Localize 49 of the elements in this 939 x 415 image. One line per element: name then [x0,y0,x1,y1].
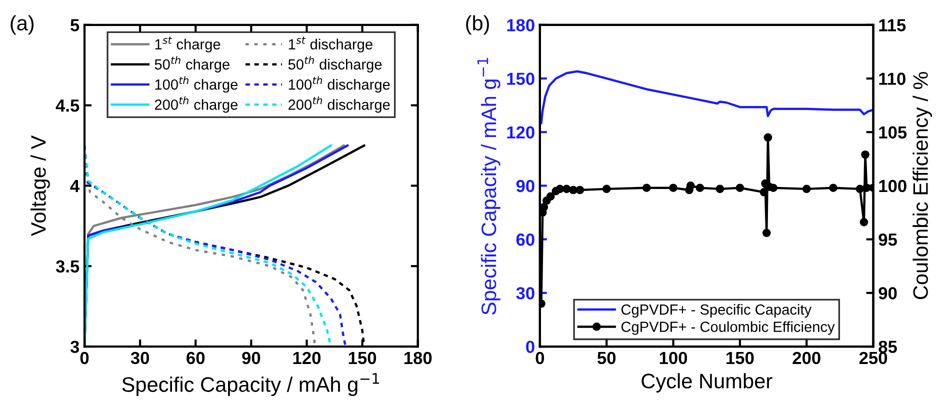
y-tick-label: 120 [507,126,534,139]
x-tick-label: 50 [597,352,616,364]
x-tick-label: 180 [404,352,432,364]
y-tick-label: 3 [70,340,80,354]
x-axis-title: Specific Capacity / mAh g$^{−1}$ [122,373,380,396]
legend-label: 1$^{st}$ discharge [288,36,372,52]
legend-label: 50$^{th}$ charge [154,56,230,72]
y-axis-title: Voltage / V [30,135,50,236]
x-tick-label: 250 [859,352,888,364]
y2-axis-title: Coulombic Efficiency / % [912,72,932,300]
x-tick-label: 30 [130,352,150,364]
y-tick-label: 90 [516,180,534,192]
y-axis-title: Specific Capacity / mAh g$^{−1}$ [477,58,500,315]
y2-tick-label: 115 [879,19,906,32]
x-tick-label: 60 [186,352,205,364]
x-tick-label: 0 [536,352,544,364]
legend-label: 100$^{th}$ discharge [288,76,390,93]
y2-tick-label: 110 [879,72,906,85]
y-tick-label: 4 [70,180,80,192]
legend-label: 50$^{th}$ discharge [288,56,382,72]
text: (b) [466,15,489,35]
y-tick-label: 4.5 [56,100,80,112]
y2-tick-label: 105 [879,126,907,139]
x-axis-title: Cycle Number [642,373,772,393]
x-tick-label: 200 [792,352,820,364]
x-tick-label: 100 [660,352,688,364]
legend-label: 200$^{th}$ charge [154,96,238,113]
y-tick-label: 180 [507,19,534,32]
legend-label: 200$^{th}$ discharge [288,96,390,113]
x-tick-label: 150 [348,352,376,364]
legend-label: 1$^{st}$ charge [155,36,220,52]
y-tick-label: 60 [516,233,534,246]
y-tick-label: 30 [516,287,534,300]
legend-label: 100$^{th}$ charge [155,76,238,93]
y-tick-label: 0 [526,340,534,353]
y-tick-label: 3.5 [56,260,80,273]
x-tick-label: 90 [242,352,260,364]
x-tick-label: 0 [80,352,89,364]
text: (a) [10,15,34,35]
y-tick-label: 5 [70,19,80,32]
y2-tick-label: 100 [879,180,906,192]
y-tick-label: 150 [507,72,534,85]
y2-tick-label: 90 [878,287,897,300]
legend-label: CgPVDF+ - Specific Capacity [621,304,812,318]
legend-label: CgPVDF+ - Coulombic Efficiency [621,321,835,335]
x-tick-label: 150 [726,352,754,364]
y2-tick-label: 85 [878,340,897,353]
x-tick-label: 120 [293,352,321,364]
y2-tick-label: 95 [878,233,897,246]
